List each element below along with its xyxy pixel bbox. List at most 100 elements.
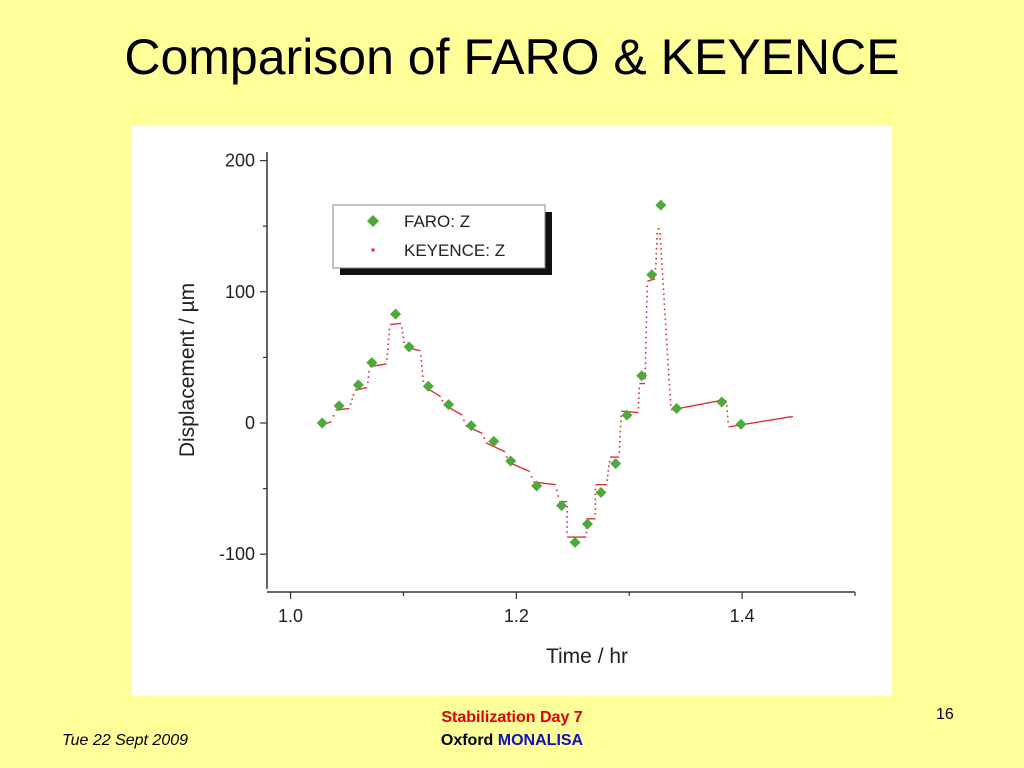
faro-point [621,409,633,421]
footer-location: Oxford [440,732,494,749]
keyence-point [619,441,621,443]
keyence-point [665,333,668,336]
faro-point [505,455,517,467]
keyence-point [422,380,425,382]
y-axis-label: Displacement / µm [176,283,199,457]
faro-point [403,341,415,353]
keyence-point [332,415,335,417]
faro-point [443,399,455,411]
keyence-point [566,526,568,528]
keyence-point [556,489,558,492]
keyence-point [638,397,640,399]
keyence-point [655,247,658,250]
keyence-point [352,394,355,396]
keyence-point [594,508,597,510]
keyence-point [401,331,404,334]
keyence-point [368,371,370,373]
y-tick-label: 200 [225,151,255,171]
faro-point [316,417,328,429]
keyence-point [660,258,663,260]
keyence-point [402,336,404,339]
keyence-point [661,263,663,265]
keyence-point [618,451,621,453]
keyence-point [645,316,648,318]
keyence-point [663,303,666,305]
keyence-point [663,308,666,311]
keyence-point [401,327,403,329]
keyence-point [646,295,648,298]
keyence-point [421,365,423,367]
keyence-point [644,352,647,354]
keyence-point [619,430,622,433]
keyence-point [663,293,665,295]
faro-point [465,420,477,432]
keyence-point [607,474,609,477]
x-tick-label: 1.2 [504,606,529,626]
keyence-point [663,298,665,300]
keyence-point [660,248,662,250]
keyence-point [667,368,670,371]
keyence-point [668,388,671,391]
keyence-series [319,228,794,538]
keyence-point [594,503,597,505]
keyence-point [666,353,669,356]
keyence-point [659,233,661,235]
keyence-point [606,479,608,481]
keyence-point [387,343,389,346]
faro-point [655,199,667,211]
y-tick-label: 0 [245,413,255,433]
chart-panel: 200 100 0 -100 1.0 1.2 1.4 FARO: Z KEYENCE: Z … [132,126,892,696]
keyence-point [645,347,647,349]
keyence-point [594,488,597,491]
keyence-point [387,338,390,341]
keyence-point [619,425,622,428]
keyence-point [594,493,597,496]
keyence-point [661,268,663,270]
faro-point [646,269,658,281]
faro-point [716,396,728,408]
footer-center: Stabilization Day 7 Oxford MONALISA [412,706,612,752]
keyence-point [367,376,370,378]
keyence-point [483,437,485,439]
keyence-point [726,415,729,418]
legend-keyence-marker [371,248,375,252]
y-tick-label: 100 [225,282,255,302]
keyence-point [654,267,657,270]
keyence-point [646,290,648,293]
faro-point [610,458,622,470]
keyence-point [637,406,640,409]
keyence-point [667,363,669,366]
keyence-point [557,495,559,497]
faro-point [581,518,593,530]
keyence-point [463,419,465,422]
keyence-point [644,377,646,380]
faro-series [316,199,747,548]
keyence-point [656,233,658,235]
keyence-point [660,253,663,255]
keyence-point [566,531,568,533]
keyence-point [638,387,640,390]
keyence-point [608,460,611,463]
keyence-point [644,362,647,364]
keyence-point [351,398,353,401]
keyence-point [662,283,664,285]
keyence-point [349,403,352,405]
keyence-point [645,341,647,344]
legend-keyence-label: KEYENCE: Z [404,241,505,260]
keyence-point [566,516,568,518]
keyence-point [386,358,388,360]
keyence-point [387,348,389,350]
keyence-point [367,381,369,384]
keyence-point [665,328,667,331]
keyence-point [620,420,622,423]
legend-faro-marker [367,215,379,227]
keyence-point [644,357,647,359]
keyence-point [662,288,665,290]
keyence-point [668,383,671,386]
faro-point [556,500,567,512]
keyence-point [662,278,664,280]
keyence-point [594,498,597,501]
keyence-point [420,360,423,362]
y-tick-label: -100 [219,544,255,564]
keyence-point [655,257,657,260]
